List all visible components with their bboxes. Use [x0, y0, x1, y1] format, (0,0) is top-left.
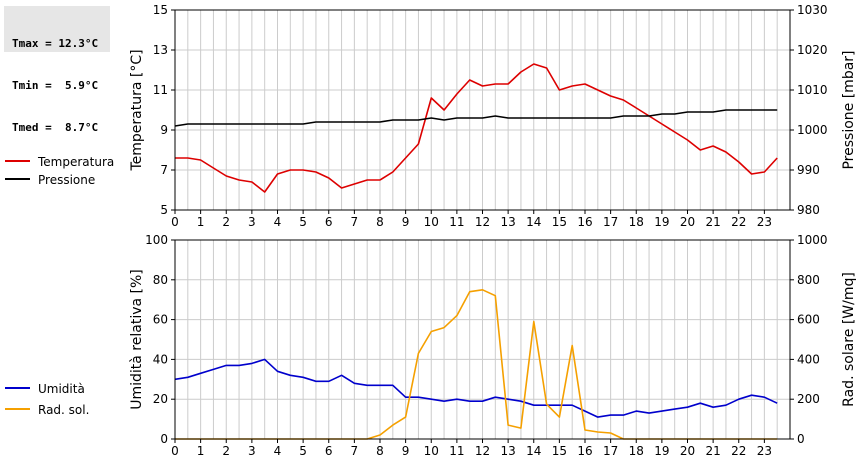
- y-right-tick-label: 600: [797, 313, 820, 327]
- x-tick-label: 19: [654, 215, 669, 229]
- x-tick-label: 23: [757, 215, 772, 229]
- y-right-tick-label: 990: [797, 163, 820, 177]
- y-left-tick-label: 20: [153, 392, 168, 406]
- y-right-tick-label: 1020: [797, 43, 828, 57]
- x-tick-label: 3: [248, 444, 256, 458]
- legend-top: Temperatura Pressione: [5, 155, 114, 187]
- y-left-tick-label: 80: [153, 273, 168, 287]
- x-tick-label: 13: [500, 444, 515, 458]
- y-left-tick-label: 11: [153, 83, 168, 97]
- stats-tmed: Tmed = 8.7°C: [12, 121, 99, 134]
- y-left-tick-label: 9: [160, 123, 168, 137]
- y-right-axis-title: Rad. solare [W/mq]: [841, 272, 857, 407]
- legend-label-radsol: Rad. sol.: [38, 403, 89, 417]
- x-tick-label: 21: [705, 215, 720, 229]
- y-left-tick-label: 5: [160, 203, 168, 217]
- stats-box: Tmax = 12.3°C Tmin = 5.9°C Tmed = 8.7°C: [4, 6, 110, 134]
- x-tick-label: 14: [526, 444, 541, 458]
- series-line-pressure: [174, 109, 778, 127]
- x-tick-label: 12: [475, 215, 490, 229]
- y-left-axis-title: Temperatura [°C]: [129, 49, 145, 171]
- plot-temperature-pressure: 0 1 2 3 4 5 6 7 8 9 10 11 12 13 14 15 16 17 18 19 20 21 22 2357…: [129, 3, 857, 229]
- x-tick-label: 5: [299, 215, 307, 229]
- x-tick-label: 9: [402, 444, 410, 458]
- legend-label-umidita: Umidità: [38, 382, 85, 396]
- legend-label-pressione: Pressione: [38, 173, 95, 187]
- x-tick-label: 22: [731, 444, 746, 458]
- y-right-tick-label: 1000: [797, 123, 828, 137]
- y-right-tick-label: 200: [797, 392, 820, 406]
- x-tick-label: 5: [299, 444, 307, 458]
- x-tick-label: 17: [603, 444, 618, 458]
- x-tick-label: 1: [197, 444, 205, 458]
- y-left-tick-label: 40: [153, 352, 168, 366]
- x-tick-label: 3: [248, 215, 256, 229]
- x-tick-label: 17: [603, 215, 618, 229]
- x-tick-label: 15: [552, 444, 567, 458]
- x-tick-label: 7: [351, 444, 359, 458]
- x-tick-label: 11: [449, 444, 464, 458]
- x-tick-label: 2: [222, 444, 230, 458]
- legend-label-temperatura: Temperatura: [37, 155, 114, 169]
- x-tick-label: 16: [577, 215, 592, 229]
- series-line-solar: [175, 288, 778, 440]
- y-left-tick-label: 0: [160, 432, 168, 446]
- y-right-tick-label: 1030: [797, 3, 828, 17]
- y-left-axis-title: Umidità relativa [%]: [129, 269, 145, 410]
- x-tick-label: 16: [577, 444, 592, 458]
- y-right-tick-label: 0: [797, 432, 805, 446]
- x-tick-label: 2: [222, 215, 230, 229]
- y-right-tick-label: 1010: [797, 83, 828, 97]
- y-right-tick-label: 980: [797, 203, 820, 217]
- plot-humidity-solar: 0 1 2 3 4 5 6 7 8 9 10 11 12 13 14 15 16 17 18 19 20 21 22 2302…: [129, 233, 857, 458]
- x-tick-label: 6: [325, 444, 333, 458]
- x-tick-label: 12: [475, 444, 490, 458]
- x-tick-label: 20: [680, 215, 695, 229]
- x-tick-label: 8: [376, 215, 384, 229]
- x-tick-label: 8: [376, 444, 384, 458]
- y-left-tick-label: 100: [145, 233, 168, 247]
- x-tick-label: 1: [197, 215, 205, 229]
- x-tick-label: 10: [424, 444, 439, 458]
- y-right-tick-label: 400: [797, 352, 820, 366]
- y-left-tick-label: 7: [160, 163, 168, 177]
- x-tick-label: 19: [654, 444, 669, 458]
- x-tick-label: 0: [171, 444, 179, 458]
- x-tick-label: 10: [424, 215, 439, 229]
- x-tick-label: 7: [351, 215, 359, 229]
- y-right-tick-label: 1000: [797, 233, 828, 247]
- x-tick-label: 6: [325, 215, 333, 229]
- x-tick-label: 18: [629, 215, 644, 229]
- x-tick-label: 9: [402, 215, 410, 229]
- x-tick-label: 0: [171, 215, 179, 229]
- series-line-humidity: [174, 358, 778, 418]
- y-left-tick-label: 13: [153, 43, 168, 57]
- legend-bottom: Umidità Rad. sol.: [5, 382, 89, 417]
- x-tick-label: 14: [526, 215, 541, 229]
- x-tick-label: 18: [629, 444, 644, 458]
- series-line-temperature: [175, 63, 778, 193]
- x-tick-label: 23: [757, 444, 772, 458]
- x-tick-label: 20: [680, 444, 695, 458]
- x-tick-label: 4: [274, 215, 282, 229]
- y-left-tick-label: 15: [153, 3, 168, 17]
- x-tick-label: 11: [449, 215, 464, 229]
- y-left-tick-label: 60: [153, 313, 168, 327]
- x-tick-label: 4: [274, 444, 282, 458]
- y-right-tick-label: 800: [797, 273, 820, 287]
- y-right-axis-title: Pressione [mbar]: [841, 50, 857, 169]
- x-tick-label: 22: [731, 215, 746, 229]
- stats-tmax: Tmax = 12.3°C: [12, 37, 99, 50]
- x-tick-label: 21: [705, 444, 720, 458]
- x-tick-label: 13: [500, 215, 515, 229]
- x-tick-label: 15: [552, 215, 567, 229]
- stats-tmin: Tmin = 5.9°C: [12, 79, 99, 92]
